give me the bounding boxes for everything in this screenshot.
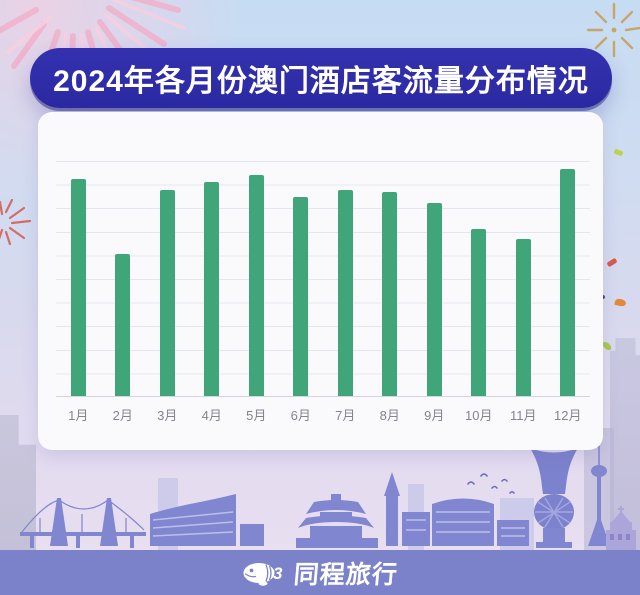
bar-column-4月 — [190, 161, 235, 396]
blimp-icon: 3 — [243, 562, 283, 586]
bar-5月 — [248, 175, 264, 396]
brand-footer: 3 同程旅行 — [0, 550, 640, 595]
confetti — [614, 297, 627, 308]
bar-11月 — [515, 238, 531, 396]
bar-8月 — [382, 191, 398, 396]
confetti — [606, 257, 618, 268]
confetti — [613, 148, 624, 157]
bar-column-6月 — [279, 161, 324, 396]
bar-4月 — [204, 182, 220, 396]
bar-column-8月 — [368, 161, 413, 396]
bar-column-3月 — [145, 161, 190, 396]
bar-column-10月 — [457, 161, 502, 396]
chart-card: 1月 2月 3月 4月 5月 6月 7月 8月 9月 10月 11月 12月 — [38, 112, 603, 450]
bar-2月 — [115, 253, 131, 396]
bar-6月 — [293, 197, 309, 396]
x-tick-label-4月: 4月 — [201, 408, 222, 423]
x-tick-label-5月: 5月 — [246, 408, 267, 423]
bar-column-9月 — [412, 161, 457, 396]
x-tick-label-12月: 12月 — [554, 408, 582, 423]
x-tick-label-11月: 11月 — [510, 408, 537, 423]
x-tick-label-2月: 2月 — [112, 408, 133, 423]
brand-name: 同程旅行 — [292, 560, 400, 589]
city-buildings — [610, 338, 640, 550]
svg-text:3: 3 — [273, 564, 283, 583]
bar-column-12月 — [546, 161, 591, 396]
bar-chart — [56, 161, 590, 397]
x-tick-label-7月: 7月 — [335, 408, 356, 423]
bar-3月 — [159, 190, 175, 396]
x-tick-label-9月: 9月 — [424, 408, 445, 423]
x-tick-label-6月: 6月 — [290, 408, 311, 423]
x-axis-labels: 1月 2月 3月 4月 5月 6月 7月 8月 9月 10月 11月 12月 — [56, 405, 590, 424]
macau-skyline-illustration — [20, 438, 636, 550]
bar-12月 — [560, 169, 576, 396]
x-tick-label-8月: 8月 — [379, 408, 400, 423]
x-tick-label-1月: 1月 — [68, 408, 89, 423]
bar-column-5月 — [234, 161, 279, 396]
bar-10月 — [471, 229, 487, 396]
fireworks-red-icon — [0, 198, 32, 246]
bar-7月 — [337, 190, 353, 396]
bar-column-1月 — [56, 161, 101, 396]
bar-9月 — [426, 203, 442, 396]
x-tick-label-3月: 3月 — [157, 408, 178, 423]
bar-column-11月 — [501, 161, 546, 396]
bar-column-2月 — [101, 161, 146, 396]
page-title: 2024年各月份澳门酒店客流量分布情况 — [53, 65, 589, 98]
city-buildings — [0, 415, 36, 550]
bar-column-7月 — [323, 161, 368, 396]
x-tick-label-10月: 10月 — [465, 408, 493, 423]
title-banner: 2024年各月份澳门酒店客流量分布情况 — [30, 48, 612, 108]
bar-1月 — [70, 178, 86, 396]
